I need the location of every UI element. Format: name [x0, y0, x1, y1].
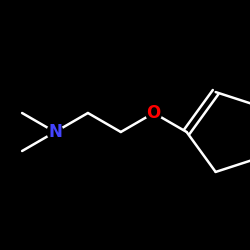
Text: N: N — [48, 123, 62, 141]
Circle shape — [146, 105, 162, 121]
Text: O: O — [146, 104, 161, 122]
Circle shape — [47, 124, 63, 140]
